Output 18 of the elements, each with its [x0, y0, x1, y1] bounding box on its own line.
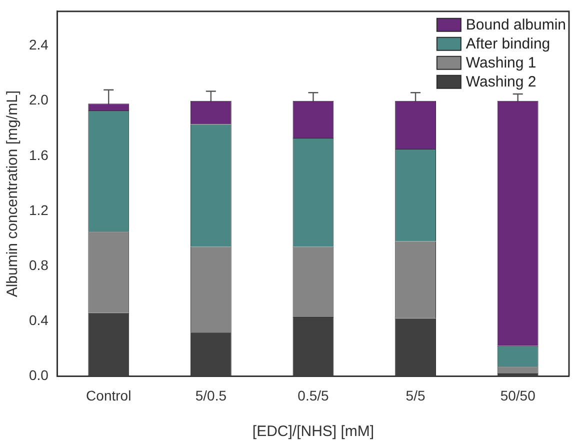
- legend-label: After binding: [466, 36, 550, 53]
- y-tick-label: 2.0: [28, 92, 49, 108]
- x-tick-label: 5/0.5: [195, 387, 227, 404]
- y-tick-label: 0.0: [28, 367, 49, 384]
- x-tick-label: 5/5: [406, 387, 426, 404]
- x-tick-label: 50/50: [500, 387, 536, 404]
- y-axis-title: Albumin concentration [mg/mL]: [4, 90, 22, 298]
- y-tick-label: 1.6: [28, 146, 49, 163]
- x-tick-label: Control: [86, 387, 132, 404]
- legend-label: Washing 2: [466, 74, 536, 91]
- legend-label: Bound albumin: [466, 16, 566, 34]
- legend-label: Washing 1: [466, 54, 536, 72]
- x-tick-label: 0.5/5: [298, 387, 330, 404]
- y-tick-label: 0.4: [28, 312, 49, 328]
- y-tick-label: 2.4: [28, 36, 49, 53]
- y-tick-label: 0.8: [28, 256, 49, 273]
- x-axis-title: [EDC]/[NHS] [mM]: [252, 423, 374, 440]
- y-tick-label: 1.2: [28, 202, 49, 218]
